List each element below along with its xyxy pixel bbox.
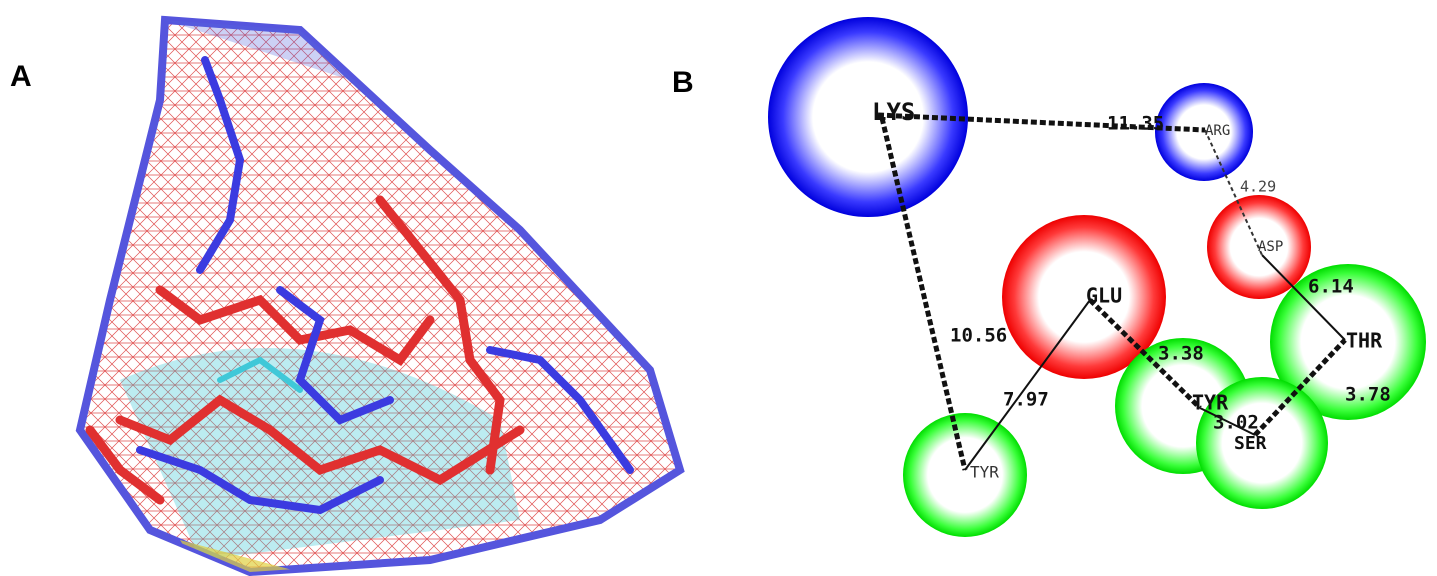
node-label: GLU: [1086, 284, 1122, 308]
node-label: ASP: [1258, 239, 1283, 255]
node-label: SER: [1234, 433, 1267, 454]
edge-label: 11.35: [1107, 113, 1164, 135]
node-sphere: [903, 413, 1027, 537]
edge-label: 3.02: [1213, 412, 1259, 434]
node-label: THR: [1346, 329, 1383, 353]
edge-label: 6.14: [1308, 276, 1354, 298]
node-label: TYR: [970, 463, 999, 482]
edge-label: 3.78: [1345, 384, 1391, 406]
node-sphere: [768, 17, 968, 217]
molecule-surface: [80, 20, 680, 572]
edge-label: 4.29: [1240, 178, 1276, 196]
pharmacophore: LYS ARG ASP GLU THR TYR SER TYR 11.35 4.…: [768, 17, 1426, 537]
edge-label: 10.56: [950, 325, 1007, 347]
edge-label: 3.38: [1158, 343, 1204, 365]
node-label: LYS: [872, 98, 915, 126]
panel-label: B: [672, 66, 694, 99]
node-label: ARG: [1205, 123, 1230, 139]
figure: A B: [0, 0, 1437, 576]
panel-label: A: [10, 60, 32, 93]
edge-label: 7.97: [1003, 389, 1049, 411]
